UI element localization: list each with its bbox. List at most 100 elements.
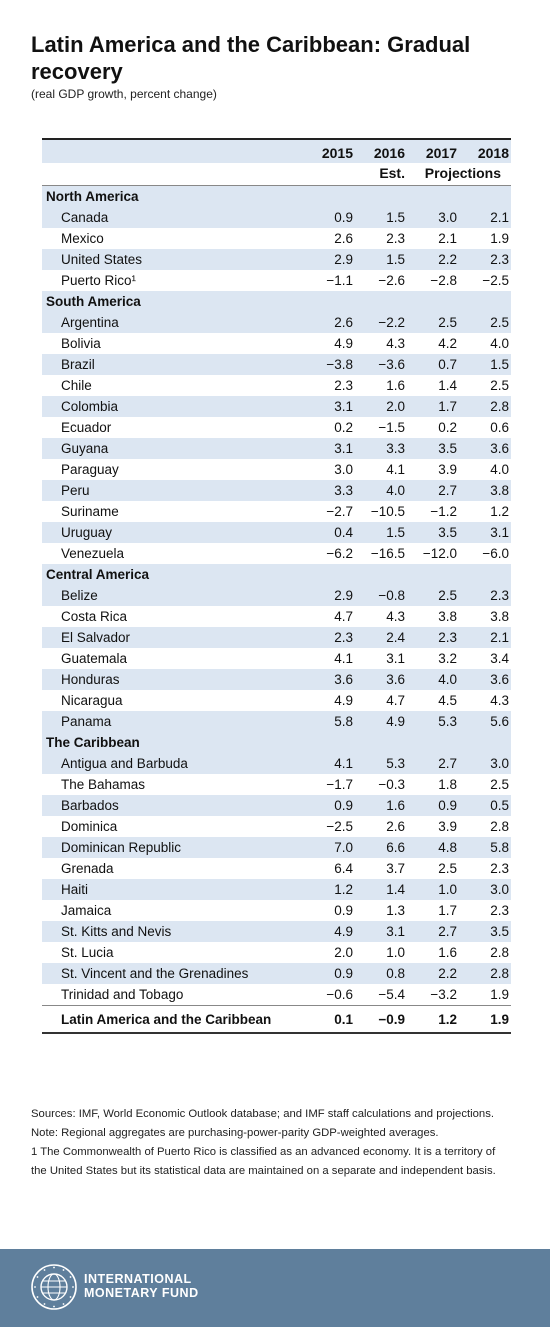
growth-value-2015: 0.9 (334, 903, 353, 918)
growth-value-2015: 2.9 (334, 588, 353, 603)
growth-value-2015: 5.8 (334, 714, 353, 729)
col-header-2016: 2016 (373, 145, 405, 161)
country-label: Haiti (61, 882, 89, 897)
growth-value-2015: 4.1 (334, 756, 353, 771)
growth-table: 2015 2016 2017 2018 Est. Projections Nor… (42, 138, 511, 1034)
region-header: South America (42, 291, 511, 312)
growth-value-2017: 4.8 (438, 840, 457, 855)
growth-value-2018: 3.6 (490, 441, 509, 456)
growth-value-2018: 1.5 (490, 357, 509, 372)
growth-value-2016: 0.8 (386, 966, 405, 981)
growth-value-2018: 2.8 (490, 819, 509, 834)
growth-value-2016: 4.9 (386, 714, 405, 729)
growth-value-2016: 1.6 (386, 378, 405, 393)
growth-value-2018: 4.0 (490, 336, 509, 351)
table-top-rule (42, 138, 511, 140)
growth-value-2018: 0.6 (490, 420, 509, 435)
country-label: Guatemala (61, 651, 128, 666)
growth-value-2017: 2.2 (438, 966, 457, 981)
growth-value-2017: 1.6 (438, 945, 457, 960)
growth-value-2018: 2.3 (490, 903, 509, 918)
growth-value-2017: 2.5 (438, 588, 457, 603)
growth-value-2015: 7.0 (334, 840, 353, 855)
growth-value-2017: 2.5 (438, 861, 457, 876)
country-label: Mexico (61, 231, 104, 246)
growth-value-2018: 2.5 (490, 378, 509, 393)
table-row: El Salvador 2.3 2.4 2.3 2.1 (42, 627, 511, 648)
country-label: St. Kitts and Nevis (61, 924, 172, 939)
total-row: Latin America and the Caribbean 0.1 −0.9… (42, 1006, 511, 1032)
growth-value-2018: 2.1 (490, 630, 509, 645)
table-row: Suriname −2.7 −10.5 −1.2 1.2 (42, 501, 511, 522)
growth-value-2018: 1.9 (490, 987, 509, 1002)
growth-value-2017: −1.2 (430, 504, 457, 519)
table-row: Barbados 0.9 1.6 0.9 0.5 (42, 795, 511, 816)
table-row: Guyana 3.1 3.3 3.5 3.6 (42, 438, 511, 459)
growth-value-2015: 3.6 (334, 672, 353, 687)
growth-value-2015: 6.4 (334, 861, 353, 876)
region-header: The Caribbean (42, 732, 511, 753)
country-label: Dominica (61, 819, 118, 834)
country-label: Brazil (61, 357, 95, 372)
growth-value-2017: 1.8 (438, 777, 457, 792)
col-header-2015: 2015 (321, 145, 353, 161)
region-name: North America (46, 189, 139, 204)
table-row: Dominican Republic 7.0 6.6 4.8 5.8 (42, 837, 511, 858)
total-value-2018: 1.9 (490, 1012, 509, 1027)
country-label: Costa Rica (61, 609, 128, 624)
growth-value-2018: 3.8 (490, 483, 509, 498)
table-row: Colombia 3.1 2.0 1.7 2.8 (42, 396, 511, 417)
growth-value-2015: 2.3 (334, 630, 353, 645)
growth-value-2015: −0.6 (326, 987, 353, 1002)
growth-value-2017: 3.9 (438, 819, 457, 834)
table-bottom-rule (42, 1032, 511, 1034)
growth-value-2018: 3.1 (490, 525, 509, 540)
growth-value-2018: 4.0 (490, 462, 509, 477)
table-row: Brazil −3.8 −3.6 0.7 1.5 (42, 354, 511, 375)
growth-value-2016: −5.4 (378, 987, 405, 1002)
region-name: South America (46, 294, 141, 309)
country-label: Canada (61, 210, 109, 225)
growth-value-2017: 2.7 (438, 924, 457, 939)
growth-value-2016: 4.1 (386, 462, 405, 477)
country-label: Guyana (61, 441, 109, 456)
table-row: Antigua and Barbuda 4.1 5.3 2.7 3.0 (42, 753, 511, 774)
country-label: The Bahamas (61, 777, 146, 792)
total-value-2017: 1.2 (438, 1012, 457, 1027)
table-row: Argentina 2.6 −2.2 2.5 2.5 (42, 312, 511, 333)
growth-value-2016: 1.3 (386, 903, 405, 918)
growth-value-2017: 0.7 (438, 357, 457, 372)
growth-value-2018: 2.1 (490, 210, 509, 225)
growth-value-2017: 3.9 (438, 462, 457, 477)
growth-value-2017: 4.5 (438, 693, 457, 708)
growth-value-2017: 2.1 (438, 231, 457, 246)
table-row: Canada 0.9 1.5 3.0 2.1 (42, 207, 511, 228)
growth-value-2017: −3.2 (430, 987, 457, 1002)
growth-value-2015: 3.0 (334, 462, 353, 477)
growth-value-2017: −12.0 (422, 546, 457, 561)
growth-value-2017: 2.5 (438, 315, 457, 330)
country-label: St. Lucia (61, 945, 114, 960)
growth-value-2016: 3.1 (386, 924, 405, 939)
country-label: Ecuador (61, 420, 112, 435)
puerto-rico-footnote: 1 The Commonwealth of Puerto Rico is cla… (31, 1146, 496, 1177)
country-label: Venezuela (61, 546, 125, 561)
growth-value-2016: 3.6 (386, 672, 405, 687)
growth-value-2017: 3.2 (438, 651, 457, 666)
growth-value-2015: 4.9 (334, 693, 353, 708)
country-label: Chile (61, 378, 92, 393)
growth-value-2017: 2.3 (438, 630, 457, 645)
growth-value-2015: 3.1 (334, 441, 353, 456)
table-row: The Bahamas −1.7 −0.3 1.8 2.5 (42, 774, 511, 795)
growth-value-2017: 0.9 (438, 798, 457, 813)
growth-value-2015: 4.1 (334, 651, 353, 666)
col-header-2017: 2017 (425, 145, 457, 161)
growth-value-2016: 1.5 (386, 525, 405, 540)
growth-value-2015: 2.3 (334, 378, 353, 393)
total-value-2016: −0.9 (378, 1012, 405, 1027)
growth-value-2015: 0.9 (334, 966, 353, 981)
growth-value-2018: 2.8 (490, 966, 509, 981)
col-header-2018: 2018 (477, 145, 509, 161)
table-row: Jamaica 0.9 1.3 1.7 2.3 (42, 900, 511, 921)
country-label: Uruguay (61, 525, 113, 540)
